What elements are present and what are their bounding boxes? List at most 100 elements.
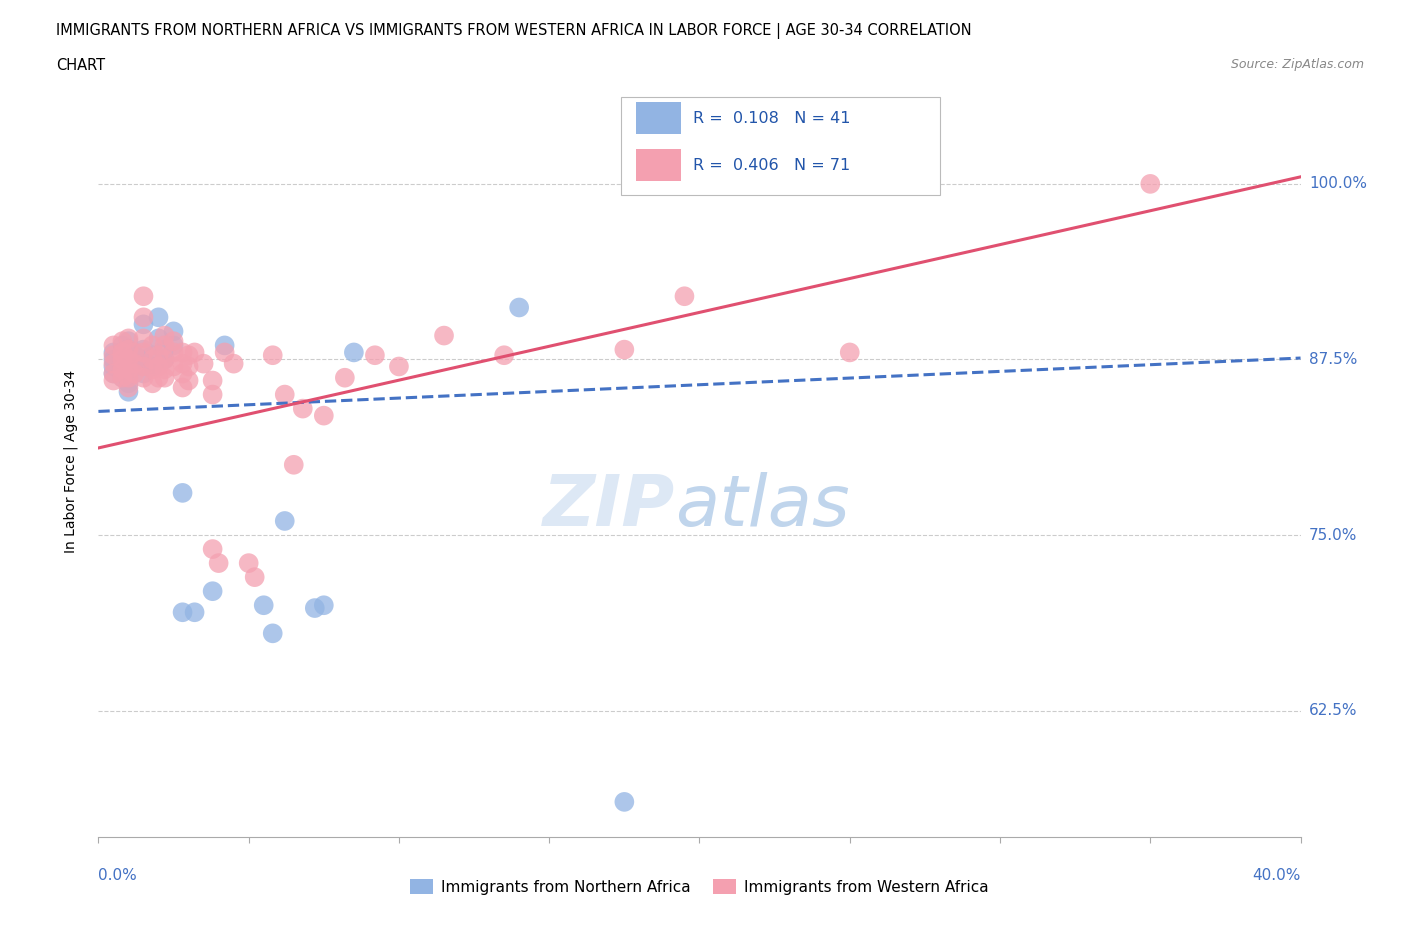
Point bbox=[312, 598, 335, 613]
Point bbox=[132, 370, 155, 385]
Point bbox=[132, 289, 155, 304]
Point bbox=[132, 359, 155, 374]
Point bbox=[141, 376, 163, 391]
Point bbox=[111, 359, 134, 374]
Point bbox=[117, 352, 139, 367]
Point bbox=[162, 359, 184, 374]
Point bbox=[103, 348, 125, 363]
FancyBboxPatch shape bbox=[621, 97, 939, 194]
Text: R =  0.406   N = 71: R = 0.406 N = 71 bbox=[693, 157, 851, 173]
Text: 87.5%: 87.5% bbox=[1309, 352, 1357, 367]
Point bbox=[103, 366, 125, 381]
Point bbox=[153, 362, 176, 377]
Point bbox=[201, 387, 224, 402]
Point bbox=[172, 345, 194, 360]
Point bbox=[117, 384, 139, 399]
Point bbox=[283, 458, 305, 472]
Point bbox=[117, 370, 139, 385]
Point bbox=[162, 324, 184, 339]
Point bbox=[132, 345, 155, 360]
Text: Source: ZipAtlas.com: Source: ZipAtlas.com bbox=[1230, 58, 1364, 71]
Point bbox=[124, 359, 146, 374]
Point bbox=[201, 584, 224, 599]
Point bbox=[364, 348, 387, 363]
Point bbox=[141, 352, 163, 367]
Point bbox=[117, 380, 139, 395]
Point bbox=[291, 401, 314, 416]
Point bbox=[124, 345, 146, 360]
Point bbox=[208, 555, 231, 570]
Point bbox=[613, 794, 636, 809]
Point bbox=[117, 342, 139, 357]
Point bbox=[141, 338, 163, 352]
Text: 100.0%: 100.0% bbox=[1309, 177, 1367, 192]
Text: 75.0%: 75.0% bbox=[1309, 527, 1357, 542]
Point bbox=[162, 345, 184, 360]
Point bbox=[177, 373, 200, 388]
Point bbox=[148, 310, 170, 325]
Point bbox=[153, 352, 176, 367]
Point bbox=[117, 334, 139, 349]
Point bbox=[172, 366, 194, 381]
Point bbox=[183, 604, 205, 619]
Text: 62.5%: 62.5% bbox=[1309, 703, 1357, 718]
Point bbox=[148, 370, 170, 385]
Point bbox=[153, 338, 176, 352]
Point bbox=[312, 408, 335, 423]
Point bbox=[508, 300, 530, 315]
Point bbox=[388, 359, 411, 374]
Point bbox=[111, 338, 134, 352]
Point bbox=[304, 601, 326, 616]
Point bbox=[103, 345, 125, 360]
Point bbox=[262, 626, 284, 641]
Y-axis label: In Labor Force | Age 30-34: In Labor Force | Age 30-34 bbox=[63, 370, 77, 552]
Point bbox=[333, 370, 356, 385]
Point bbox=[117, 331, 139, 346]
Point bbox=[214, 345, 236, 360]
Point bbox=[162, 338, 184, 352]
Point bbox=[201, 373, 224, 388]
Point bbox=[103, 373, 125, 388]
Point bbox=[111, 370, 134, 385]
Point bbox=[673, 289, 696, 304]
Point bbox=[201, 541, 224, 556]
Point bbox=[132, 331, 155, 346]
Point bbox=[153, 342, 176, 357]
Point bbox=[494, 348, 516, 363]
Text: atlas: atlas bbox=[675, 472, 851, 541]
Point bbox=[183, 345, 205, 360]
Point bbox=[153, 370, 176, 385]
Text: R =  0.108   N = 41: R = 0.108 N = 41 bbox=[693, 111, 851, 126]
Point bbox=[103, 366, 125, 381]
Point bbox=[111, 345, 134, 360]
Point bbox=[124, 366, 146, 381]
Point bbox=[172, 356, 194, 371]
Point bbox=[214, 338, 236, 352]
Point bbox=[433, 328, 456, 343]
Point bbox=[243, 570, 266, 585]
FancyBboxPatch shape bbox=[636, 150, 682, 180]
Text: CHART: CHART bbox=[56, 58, 105, 73]
Point bbox=[132, 310, 155, 325]
Point bbox=[177, 359, 200, 374]
Point bbox=[111, 352, 134, 367]
Point bbox=[238, 555, 260, 570]
Point bbox=[222, 356, 245, 371]
Point bbox=[111, 334, 134, 349]
Point bbox=[117, 376, 139, 391]
Point bbox=[193, 356, 215, 371]
Point bbox=[117, 342, 139, 357]
FancyBboxPatch shape bbox=[636, 102, 682, 134]
Point bbox=[153, 328, 176, 343]
Point bbox=[124, 356, 146, 371]
Point bbox=[177, 348, 200, 363]
Point bbox=[262, 348, 284, 363]
Point bbox=[274, 387, 297, 402]
Point bbox=[111, 362, 134, 377]
Point bbox=[117, 352, 139, 367]
Point bbox=[148, 359, 170, 374]
Point bbox=[117, 362, 139, 377]
Point bbox=[111, 348, 134, 363]
Point bbox=[103, 359, 125, 374]
Point bbox=[103, 352, 125, 367]
